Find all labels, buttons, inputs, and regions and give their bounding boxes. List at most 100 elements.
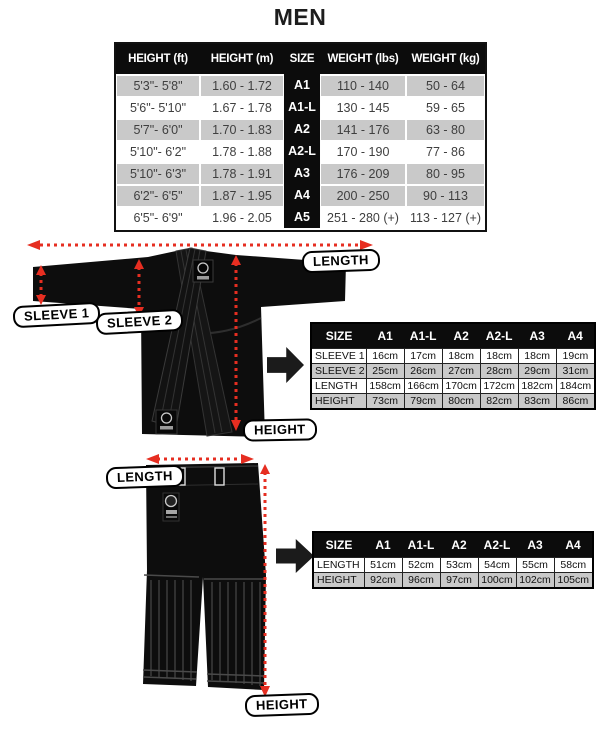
table-cell: 166cm	[403, 378, 443, 394]
column-header: A2	[442, 323, 481, 349]
column-header: A1-L	[404, 323, 443, 349]
jacket-silhouette	[33, 247, 346, 437]
table-cell: 251 - 280 (+)	[320, 208, 406, 228]
table-cell: 16cm	[365, 348, 405, 364]
table-row: 5'6"- 5'10" 1.67 - 1.78 A1-L 130 - 145 59 - …	[116, 96, 485, 118]
table-cell: 110 - 140	[320, 76, 406, 96]
table-cell: 25cm	[365, 363, 405, 379]
size-cell: A3	[284, 162, 320, 184]
table-cell: 1.78 - 1.88	[200, 142, 284, 162]
table-cell: 6'2"- 6'5"	[116, 186, 200, 206]
column-header: HEIGHT (ft)	[128, 53, 188, 65]
table-cell: 184cm	[555, 378, 596, 394]
table-cell: 200 - 250	[320, 186, 406, 206]
table-cell: 51cm	[363, 557, 403, 573]
table-cell: 1.60 - 1.72	[200, 76, 284, 96]
table-row: HEIGHT 73cm 79cm 80cm 82cm 83cm 86cm	[310, 393, 596, 410]
measurement-label-cell: HEIGHT	[310, 393, 367, 410]
measurement-label-cell: SLEEVE 1	[310, 348, 367, 364]
size-cell: A5	[284, 206, 320, 228]
table-cell: 86cm	[555, 393, 596, 410]
size-cell: A1-L	[284, 96, 320, 118]
table-cell: 29cm	[517, 363, 557, 379]
gi-pants-diagram	[142, 454, 270, 697]
table-row: 6'5"- 6'9" 1.96 - 2.05 A5 251 - 280 (+) 113 …	[116, 206, 485, 228]
table-cell: 176 - 209	[320, 164, 406, 184]
table-cell: 58cm	[553, 557, 594, 573]
jacket-measurements-table: SIZE A1 A1-L A2 A2-L A3 A4 SLEEVE 1 16cm 17cm 18cm…	[310, 322, 597, 410]
table-cell: 6'5"- 6'9"	[116, 208, 200, 228]
table-cell: 26cm	[403, 363, 443, 379]
jacket-lapel-patch	[155, 409, 178, 435]
table-row: 5'3"- 5'8" 1.60 - 1.72 A1 110 - 140 50 - 64	[116, 74, 485, 96]
measurement-label-cell: LENGTH	[310, 378, 367, 394]
table-cell: 5'10"- 6'2"	[116, 142, 200, 162]
column-header: A1	[366, 323, 405, 349]
pants-length-label: LENGTH	[105, 464, 185, 490]
table-cell: 1.78 - 1.91	[200, 164, 284, 184]
table-header-row: SIZE A1 A1-L A2 A2-L A3 A4	[313, 532, 593, 558]
table-cell: 19cm	[555, 348, 596, 364]
table-cell: 170cm	[441, 378, 481, 394]
table-cell: 97cm	[439, 572, 479, 589]
table-cell: 31cm	[555, 363, 596, 379]
column-header: WEIGHT (kg)	[411, 53, 480, 65]
column-header: A4	[554, 532, 593, 558]
table-cell: 1.96 - 2.05	[200, 208, 284, 228]
table-cell: 1.67 - 1.78	[200, 98, 284, 118]
pants-height-measure-arrow	[260, 464, 270, 697]
column-header: A2	[440, 532, 478, 558]
table-cell: 141 - 176	[320, 120, 406, 140]
jacket-height-measure-arrow	[231, 255, 241, 431]
table-cell: 50 - 64	[406, 76, 485, 96]
measurement-label-cell: HEIGHT	[312, 572, 365, 589]
table-cell: 130 - 145	[320, 98, 406, 118]
table-cell: 27cm	[441, 363, 481, 379]
column-header: A2-L	[480, 323, 519, 349]
column-header: A2-L	[478, 532, 516, 558]
pants-height-label: HEIGHT	[244, 692, 319, 718]
size-cell: A2-L	[284, 140, 320, 162]
table-cell: 90 - 113	[406, 186, 485, 206]
table-cell: 18cm	[441, 348, 481, 364]
table-cell: 5'10"- 6'3"	[116, 164, 200, 184]
jacket-height-label: HEIGHT	[242, 418, 317, 442]
table-cell: 1.70 - 1.83	[200, 120, 284, 140]
table-cell: 170 - 190	[320, 142, 406, 162]
table-cell: 113 - 127 (+)	[406, 208, 485, 228]
table-cell: 182cm	[517, 378, 557, 394]
table-row: SLEEVE 1 16cm 17cm 18cm 18cm 18cm 19cm	[310, 348, 596, 364]
sleeve1-measure-arrow	[36, 265, 46, 305]
table-cell: 53cm	[439, 557, 479, 573]
column-header: WEIGHT (lbs)	[327, 53, 399, 65]
table-header-row: SIZE A1 A1-L A2 A2-L A3 A4	[311, 323, 596, 349]
table-cell: 172cm	[479, 378, 519, 394]
pants-length-measure-arrow	[146, 454, 254, 464]
men-size-table-header: HEIGHT (ft) HEIGHT (m) SIZE WEIGHT (lbs) WEI…	[116, 44, 485, 74]
table-cell: 28cm	[479, 363, 519, 379]
column-header: A1	[364, 532, 402, 558]
table-cell: 5'3"- 5'8"	[116, 76, 200, 96]
table-row: LENGTH 158cm 166cm 170cm 172cm 182cm 184cm	[310, 378, 596, 394]
table-cell: 55cm	[515, 557, 555, 573]
length-measure-arrow	[27, 240, 373, 250]
column-header: SIZE	[313, 532, 364, 558]
column-header: A3	[516, 532, 554, 558]
table-row: LENGTH 51cm 52cm 53cm 54cm 55cm 58cm	[312, 557, 594, 573]
column-header: A4	[556, 323, 596, 349]
table-cell: 92cm	[363, 572, 403, 589]
column-header: SIZE	[311, 323, 367, 349]
table-row: HEIGHT 92cm 96cm 97cm 100cm 102cm 105cm	[312, 572, 594, 589]
table-cell: 1.87 - 1.95	[200, 186, 284, 206]
table-cell: 59 - 65	[406, 98, 485, 118]
table-cell: 100cm	[477, 572, 517, 589]
table-row: 5'7"- 6'0" 1.70 - 1.83 A2 141 - 176 63 - 80	[116, 118, 485, 140]
table-cell: 73cm	[365, 393, 405, 410]
men-size-table: HEIGHT (ft) HEIGHT (m) SIZE WEIGHT (lbs) WEI…	[114, 42, 487, 232]
table-cell: 158cm	[365, 378, 405, 394]
gi-jacket-diagram	[27, 240, 373, 437]
table-row: 5'10"- 6'3" 1.78 - 1.91 A3 176 - 209 80 - 95	[116, 162, 485, 184]
measurement-label-cell: LENGTH	[312, 557, 365, 573]
pants-measurements-table: SIZE A1 A1-L A2 A2-L A3 A4 LENGTH 51cm 52cm 53cm 54…	[312, 531, 594, 589]
